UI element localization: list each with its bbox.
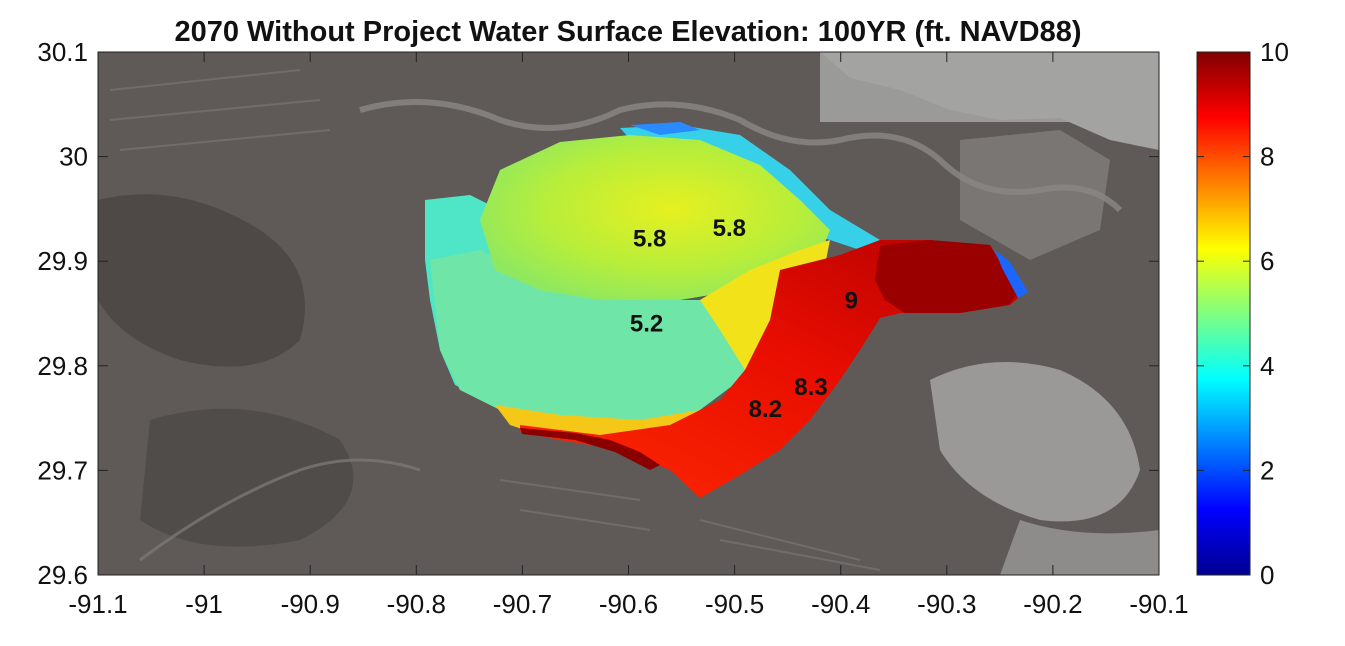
dark-marsh-south <box>140 408 354 547</box>
inundation-yellow-green <box>480 135 830 300</box>
colorbar-tick-label: 4 <box>1260 351 1274 381</box>
x-tick-label: -91 <box>185 589 223 619</box>
map-value-label: 5.2 <box>630 310 663 337</box>
bay-area-2 <box>1000 520 1159 575</box>
colorbar <box>1196 51 1251 576</box>
x-tick-label: -90.7 <box>493 589 552 619</box>
colorbar-tick-label: 2 <box>1260 455 1274 485</box>
y-axis: 30.1 30 29.9 29.8 29.7 29.6 <box>37 37 1159 590</box>
inundation-darkred-dots <box>520 428 660 470</box>
map-value-label: 8.2 <box>749 396 782 423</box>
colorbar-tick-label: 8 <box>1260 142 1274 172</box>
map-value-label: 8.3 <box>794 374 827 401</box>
x-tick-label: -90.6 <box>599 589 658 619</box>
y-tick-label: 29.6 <box>37 560 88 590</box>
dark-marsh-west <box>98 194 305 367</box>
bayou <box>139 458 421 562</box>
map-title: 2070 Without Project Water Surface Eleva… <box>174 16 1081 48</box>
map-value-label: 5.8 <box>713 215 746 242</box>
x-tick-label: -91.1 <box>68 589 127 619</box>
x-tick-label: -90.5 <box>705 589 764 619</box>
x-tick-label: -90.8 <box>387 589 446 619</box>
colorbar-tick-label: 6 <box>1260 246 1274 276</box>
x-tick-label: -90.2 <box>1023 589 1082 619</box>
lake-shore <box>820 52 1159 150</box>
colorbar-tick-label: 0 <box>1260 560 1274 590</box>
y-tick-label: 29.8 <box>37 351 88 381</box>
city-area <box>960 130 1110 260</box>
inundation-darkred-east <box>875 240 1020 313</box>
x-tick-label: -90.4 <box>811 589 870 619</box>
x-tick-label: -90.3 <box>917 589 976 619</box>
bay-area <box>930 362 1140 522</box>
map-value-label: 5.8 <box>633 226 666 253</box>
y-tick-label: 30 <box>59 142 88 172</box>
map-panel <box>98 52 1159 575</box>
y-tick-label: 29.9 <box>37 246 88 276</box>
field-strips <box>109 69 881 571</box>
y-tick-label: 29.7 <box>37 455 88 485</box>
colorbar-axis: 10 8 6 4 2 0 <box>1197 37 1289 590</box>
y-tick-label: 30.1 <box>37 37 88 67</box>
x-axis: -91.1 -91 -90.9 -90.8 -90.7 -90.6 -90.5 -90.4 -9… <box>68 52 1189 619</box>
inundation-green <box>430 250 760 420</box>
x-tick-label: -90.1 <box>1129 589 1188 619</box>
colorbar-tick-label: 10 <box>1260 37 1289 67</box>
map-value-labels: 5.8 5.8 5.2 9 8.3 8.2 <box>630 215 858 423</box>
inundation-blue-north-edge <box>630 122 700 135</box>
map-value-label: 9 <box>845 287 858 314</box>
x-tick-label: -90.9 <box>281 589 340 619</box>
inundation-blue-edge <box>995 250 1028 298</box>
